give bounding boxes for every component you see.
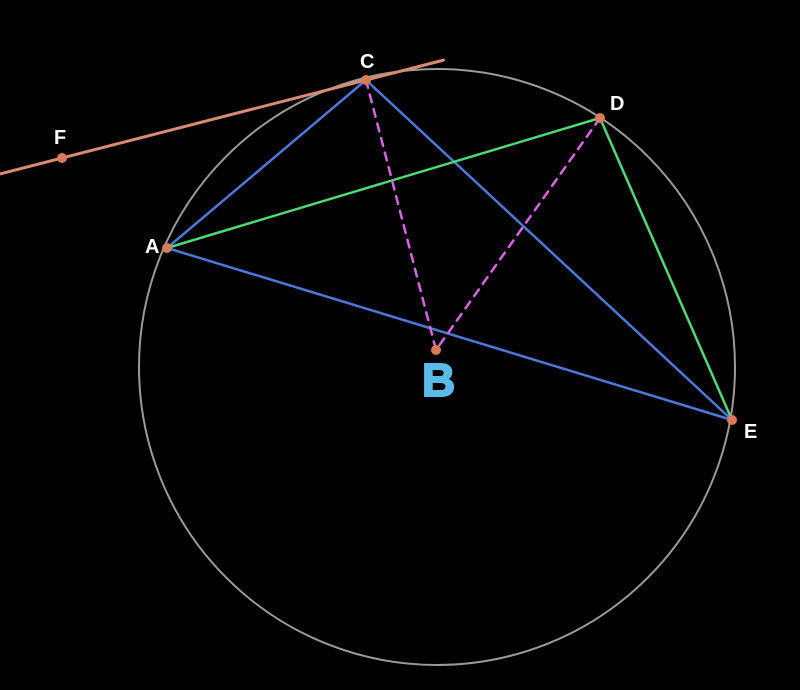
label-b: B	[422, 354, 455, 406]
label-f: F	[54, 127, 66, 149]
segment-de	[600, 118, 732, 420]
point-d	[595, 113, 605, 123]
point-c	[361, 75, 371, 85]
label-c: C	[360, 51, 374, 73]
label-e: E	[744, 421, 757, 443]
point-f	[57, 153, 67, 163]
segment-ad	[167, 118, 600, 248]
point-e	[727, 415, 737, 425]
segment-ce	[366, 80, 732, 420]
label-a: A	[145, 236, 159, 258]
segment-db	[436, 118, 600, 350]
label-d: D	[610, 93, 624, 115]
point-a	[162, 243, 172, 253]
segment-cb	[366, 80, 436, 350]
